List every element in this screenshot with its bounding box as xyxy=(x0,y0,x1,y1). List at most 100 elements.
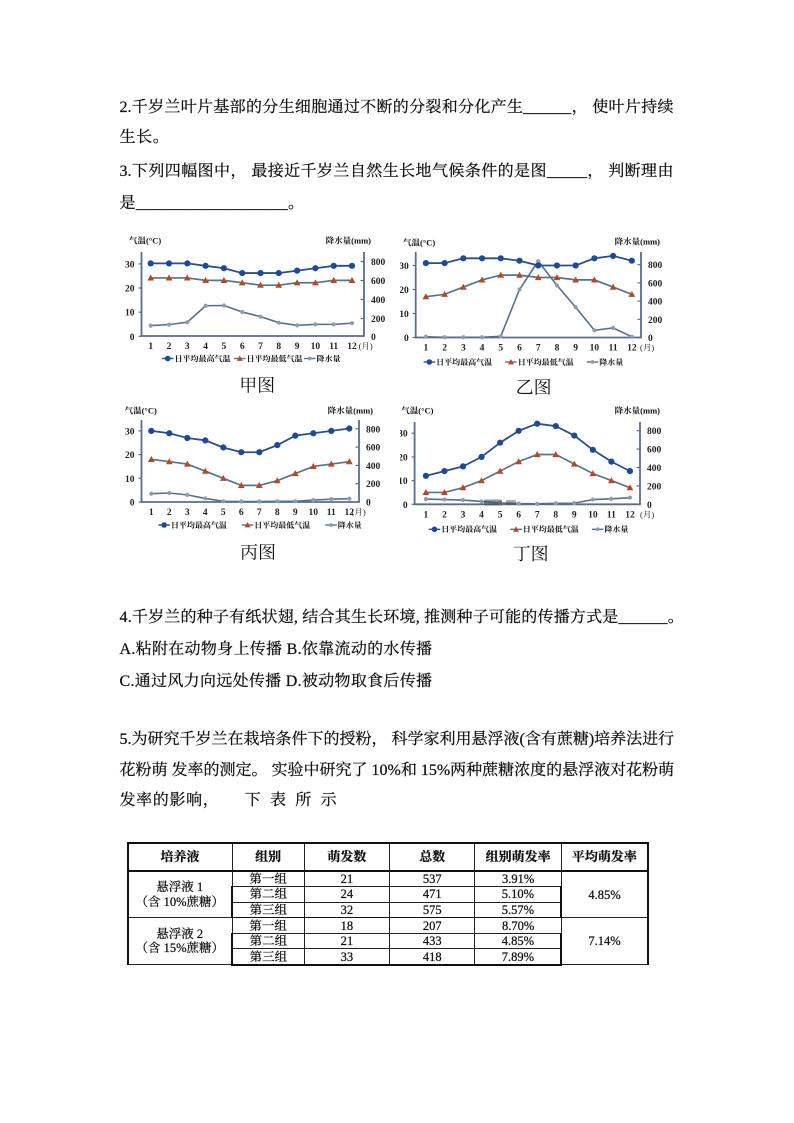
svg-text:0: 0 xyxy=(404,334,409,344)
svg-text:4: 4 xyxy=(203,342,208,352)
svg-text:气温(°C): 气温(°C) xyxy=(125,406,157,416)
svg-text:日平均最低气温: 日平均最低气温 xyxy=(247,354,303,363)
svg-text:10: 10 xyxy=(590,344,600,354)
svg-text:气温(°C): 气温(°C) xyxy=(401,406,433,416)
svg-text:降水量: 降水量 xyxy=(317,354,341,363)
svg-text:0: 0 xyxy=(647,501,652,511)
svg-text:0: 0 xyxy=(648,334,653,344)
svg-text:10: 10 xyxy=(588,510,598,520)
svg-text:日平均最低气温: 日平均最低气温 xyxy=(523,525,579,534)
svg-text:20: 20 xyxy=(400,286,409,296)
svg-text:9: 9 xyxy=(572,510,577,520)
svg-text:20: 20 xyxy=(125,451,135,461)
svg-text:4: 4 xyxy=(479,510,484,520)
svg-text:2: 2 xyxy=(167,508,172,518)
svg-text:20: 20 xyxy=(400,453,408,463)
svg-text:30: 30 xyxy=(125,427,135,437)
svg-text:1: 1 xyxy=(148,342,153,352)
svg-text:200: 200 xyxy=(648,316,663,326)
svg-text:10: 10 xyxy=(125,309,135,319)
svg-text:甲图: 甲图 xyxy=(239,376,275,396)
svg-text:5: 5 xyxy=(498,510,503,520)
svg-text:乙图: 乙图 xyxy=(516,378,552,398)
svg-text:10: 10 xyxy=(400,477,408,487)
svg-text:800: 800 xyxy=(371,258,386,268)
svg-text:8: 8 xyxy=(553,510,558,520)
svg-text:5: 5 xyxy=(222,342,227,352)
svg-text:日平均最高气温: 日平均最高气温 xyxy=(441,525,497,534)
svg-text:丙图: 丙图 xyxy=(240,543,276,563)
svg-text:6: 6 xyxy=(517,344,522,354)
svg-text:1: 1 xyxy=(149,508,154,518)
svg-text:30: 30 xyxy=(125,260,135,270)
svg-text:2: 2 xyxy=(167,342,172,352)
svg-text:0: 0 xyxy=(403,501,408,511)
svg-text:11: 11 xyxy=(327,508,336,518)
svg-text:日平均最低气温: 日平均最低气温 xyxy=(254,521,310,530)
svg-text:800: 800 xyxy=(648,261,663,271)
svg-text:5: 5 xyxy=(498,344,503,354)
svg-text:200: 200 xyxy=(371,315,386,325)
svg-text:600: 600 xyxy=(371,277,386,287)
svg-text:9: 9 xyxy=(573,344,578,354)
svg-text:3: 3 xyxy=(461,344,466,354)
svg-text:气温(°C): 气温(°C) xyxy=(129,236,161,246)
svg-text:200: 200 xyxy=(366,480,381,490)
svg-text:12: 12 xyxy=(625,510,635,520)
svg-text:5: 5 xyxy=(221,508,226,518)
svg-text:200: 200 xyxy=(647,482,662,492)
svg-text:400: 400 xyxy=(366,462,381,472)
svg-text:3: 3 xyxy=(461,510,466,520)
svg-text:2: 2 xyxy=(442,344,447,354)
svg-text:10: 10 xyxy=(311,342,321,352)
svg-text:800: 800 xyxy=(647,427,662,437)
svg-text:8: 8 xyxy=(276,342,281,352)
svg-text:7: 7 xyxy=(535,510,540,520)
svg-text:0: 0 xyxy=(130,333,135,343)
svg-text:4: 4 xyxy=(203,508,208,518)
svg-text:气温(°C): 气温(°C) xyxy=(403,238,435,248)
svg-text:10: 10 xyxy=(309,508,319,518)
svg-text:6: 6 xyxy=(239,508,244,518)
svg-text:日平均最高气温: 日平均最高气温 xyxy=(171,521,227,530)
svg-text:降水量: 降水量 xyxy=(599,358,623,367)
svg-text:(月): (月) xyxy=(352,507,366,517)
svg-text:(月): (月) xyxy=(359,341,373,351)
svg-text:6: 6 xyxy=(516,510,521,520)
svg-text:1: 1 xyxy=(424,510,429,520)
svg-text:600: 600 xyxy=(647,446,662,456)
svg-text:12: 12 xyxy=(345,508,355,518)
svg-text:降水量(mm): 降水量(mm) xyxy=(328,406,373,416)
svg-text:400: 400 xyxy=(647,464,662,474)
svg-text:降水量(mm): 降水量(mm) xyxy=(615,406,660,416)
svg-text:0: 0 xyxy=(371,333,376,343)
svg-text:1: 1 xyxy=(424,344,429,354)
svg-text:(月): (月) xyxy=(640,509,654,519)
svg-text:400: 400 xyxy=(648,298,663,308)
svg-text:12: 12 xyxy=(627,344,637,354)
svg-text:7: 7 xyxy=(257,508,262,518)
svg-text:11: 11 xyxy=(607,510,616,520)
svg-text:日平均最高气温: 日平均最高气温 xyxy=(175,354,231,363)
svg-text:11: 11 xyxy=(329,342,338,352)
svg-text:丁图: 丁图 xyxy=(513,544,549,564)
svg-text:30: 30 xyxy=(400,262,409,272)
svg-text:降水量(mm): 降水量(mm) xyxy=(615,237,660,247)
svg-text:(月): (月) xyxy=(640,343,654,353)
svg-text:600: 600 xyxy=(366,444,381,454)
svg-text:10: 10 xyxy=(125,475,135,485)
svg-text:8: 8 xyxy=(275,508,280,518)
svg-text:4: 4 xyxy=(480,344,485,354)
svg-text:2: 2 xyxy=(442,510,447,520)
svg-text:7: 7 xyxy=(258,342,263,352)
svg-text:日平均最高气温: 日平均最高气温 xyxy=(436,358,492,367)
svg-text:0: 0 xyxy=(130,499,135,509)
svg-text:日平均最低气温: 日平均最低气温 xyxy=(518,358,574,367)
svg-text:12: 12 xyxy=(347,342,357,352)
svg-text:400: 400 xyxy=(371,296,386,306)
svg-text:降水量: 降水量 xyxy=(338,521,362,530)
svg-text:降水量: 降水量 xyxy=(604,525,628,534)
svg-text:0: 0 xyxy=(366,499,371,509)
svg-text:30: 30 xyxy=(400,430,408,440)
svg-text:11: 11 xyxy=(609,344,618,354)
